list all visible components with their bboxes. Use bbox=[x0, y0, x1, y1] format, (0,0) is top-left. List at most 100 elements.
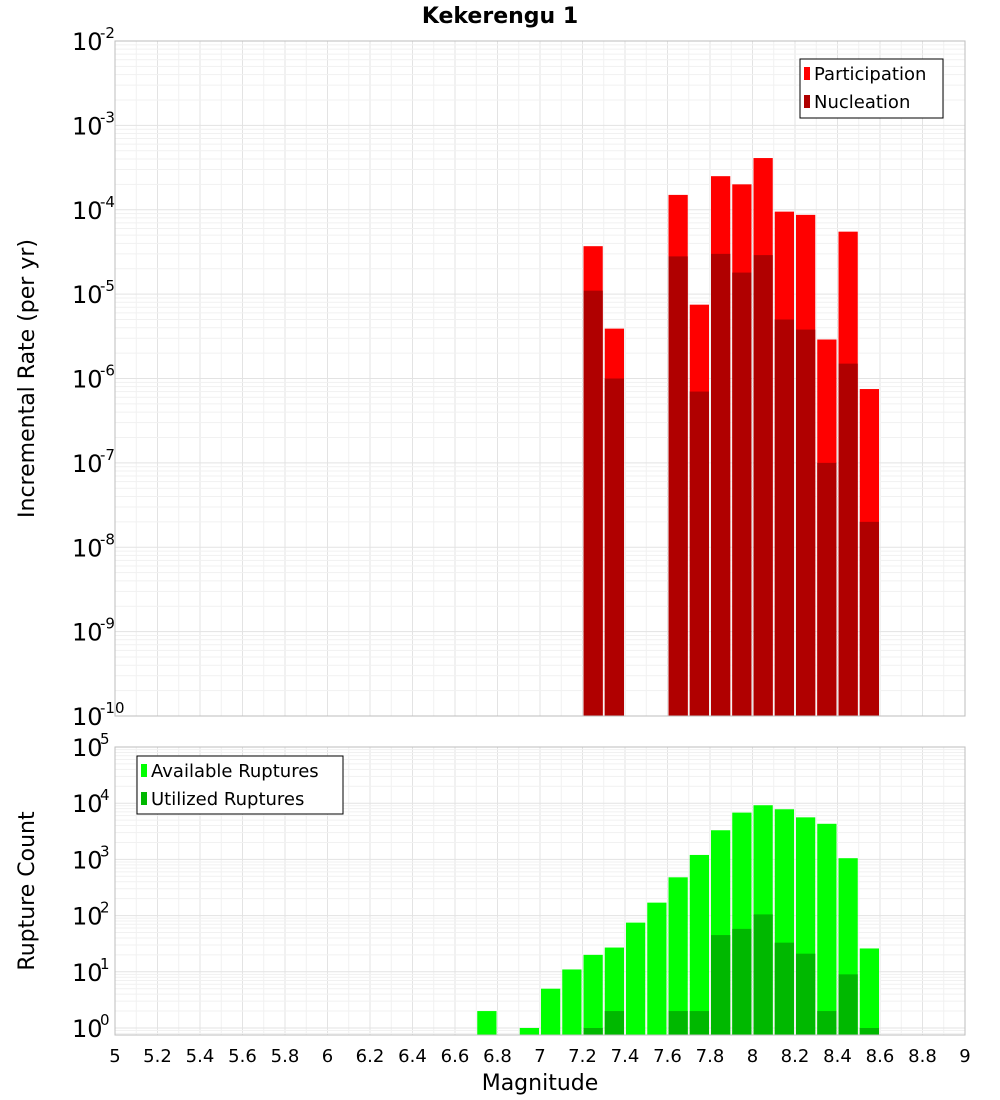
nucleation-bar bbox=[859, 521, 879, 716]
rate-panel-bars bbox=[583, 158, 879, 717]
x-tick-label: 7.4 bbox=[611, 1046, 640, 1067]
available-ruptures-bar bbox=[583, 954, 603, 1035]
x-tick-label: 6.8 bbox=[483, 1046, 512, 1067]
y-tick-exponent: 4 bbox=[100, 786, 110, 804]
y-tick-base: 10 bbox=[72, 281, 103, 309]
x-tick-label: 8.6 bbox=[866, 1046, 895, 1067]
y-tick-label: 102 bbox=[72, 899, 110, 931]
y-tick-base: 10 bbox=[72, 112, 103, 140]
y-tick-label: 10-3 bbox=[72, 108, 115, 140]
x-tick-label: 6 bbox=[322, 1046, 333, 1067]
rate-panel-grid bbox=[114, 40, 966, 717]
y-tick-exponent: -6 bbox=[100, 362, 115, 380]
y-tick-exponent: -10 bbox=[100, 699, 125, 717]
available-ruptures-bar bbox=[562, 969, 582, 1035]
utilized-ruptures-bar bbox=[732, 928, 752, 1035]
available-ruptures-bar bbox=[477, 1011, 497, 1035]
y-tick-label: 10-8 bbox=[72, 530, 115, 562]
utilized-ruptures-bar bbox=[753, 914, 773, 1035]
y-tick-exponent: 3 bbox=[100, 842, 110, 860]
nucleation-bar bbox=[604, 378, 624, 716]
y-tick-label: 10-6 bbox=[72, 362, 115, 394]
x-tick-label: 5.4 bbox=[186, 1046, 215, 1067]
x-tick-label: 8.2 bbox=[781, 1046, 810, 1067]
x-tick-label: 5.6 bbox=[228, 1046, 257, 1067]
y-tick-base: 10 bbox=[72, 734, 103, 762]
rate-legend: Participation Nucleation bbox=[799, 58, 944, 119]
x-tick-label: 8 bbox=[747, 1046, 758, 1067]
nucleation-bar bbox=[583, 290, 603, 716]
y-tick-exponent: 2 bbox=[100, 899, 110, 917]
legend-label: Participation bbox=[814, 64, 926, 85]
legend-swatch bbox=[804, 95, 810, 108]
nucleation-bar bbox=[817, 462, 837, 716]
magnitude-x-ticks: 5 5.2 5.4 5.6 5.8 6 6.2 6.4 6.6 6.8 7 7.2 7.4 7.6 7.8 8… bbox=[109, 1046, 970, 1067]
utilized-ruptures-bar bbox=[817, 1011, 837, 1035]
nucleation-bar bbox=[838, 363, 858, 716]
y-tick-exponent: 0 bbox=[100, 1011, 110, 1029]
x-tick-label: 7.6 bbox=[653, 1046, 682, 1067]
y-tick-label: 10-2 bbox=[72, 24, 115, 56]
y-tick-label: 100 bbox=[72, 1011, 110, 1043]
utilized-ruptures-bar bbox=[796, 953, 816, 1035]
count-legend: Available Ruptures Utilized Ruptures bbox=[136, 755, 344, 815]
utilized-ruptures-bar bbox=[668, 1011, 688, 1035]
rate-panel-frame bbox=[114, 40, 966, 717]
x-tick-label: 7.8 bbox=[696, 1046, 725, 1067]
y-tick-exponent: -9 bbox=[100, 615, 115, 633]
utilized-ruptures-bar bbox=[711, 935, 731, 1035]
rate-y-axis-label: Incremental Rate (per yr) bbox=[15, 239, 40, 518]
y-tick-exponent: -5 bbox=[100, 277, 115, 295]
nucleation-bar bbox=[796, 329, 816, 716]
y-tick-exponent: -8 bbox=[100, 530, 115, 548]
x-tick-label: 6.4 bbox=[398, 1046, 427, 1067]
available-ruptures-bar bbox=[541, 988, 561, 1035]
utilized-ruptures-bar bbox=[774, 942, 794, 1035]
x-tick-label: 6.6 bbox=[441, 1046, 470, 1067]
x-tick-label: 7 bbox=[534, 1046, 545, 1067]
nucleation-bar bbox=[774, 319, 794, 716]
utilized-ruptures-bar bbox=[689, 1011, 709, 1035]
y-tick-base: 10 bbox=[72, 366, 103, 394]
chart-title: Kekerengu 1 bbox=[422, 4, 578, 29]
x-tick-label: 9 bbox=[959, 1046, 970, 1067]
y-tick-base: 10 bbox=[72, 450, 103, 478]
y-tick-exponent: 5 bbox=[100, 730, 110, 748]
y-tick-exponent: 1 bbox=[100, 955, 110, 973]
legend-label: Available Ruptures bbox=[151, 761, 319, 782]
count-panel-frame bbox=[114, 746, 966, 1036]
y-tick-base: 10 bbox=[72, 703, 103, 731]
y-tick-base: 10 bbox=[72, 790, 103, 818]
y-tick-exponent: -4 bbox=[100, 193, 115, 211]
y-tick-base: 10 bbox=[72, 1015, 103, 1043]
utilized-ruptures-bar bbox=[604, 1011, 624, 1035]
legend-swatch bbox=[804, 67, 810, 80]
y-tick-base: 10 bbox=[72, 28, 103, 56]
legend-label: Utilized Ruptures bbox=[151, 789, 304, 810]
y-tick-label: 10-4 bbox=[72, 193, 115, 225]
available-ruptures-bar bbox=[689, 854, 709, 1035]
y-tick-base: 10 bbox=[72, 197, 103, 225]
y-tick-label: 10-10 bbox=[72, 699, 125, 731]
x-tick-label: 5 bbox=[109, 1046, 120, 1067]
nucleation-bar bbox=[668, 256, 688, 716]
y-tick-label: 105 bbox=[72, 730, 110, 762]
y-tick-label: 10-5 bbox=[72, 277, 115, 309]
utilized-ruptures-bar bbox=[838, 974, 858, 1035]
count-panel-grid bbox=[114, 746, 966, 1035]
available-ruptures-bar bbox=[859, 948, 879, 1035]
available-ruptures-bar bbox=[817, 823, 837, 1035]
x-tick-label: 5.8 bbox=[271, 1046, 300, 1067]
count-y-axis-label: Rupture Count bbox=[15, 811, 40, 971]
x-tick-label: 8.4 bbox=[823, 1046, 852, 1067]
available-ruptures-bar bbox=[668, 877, 688, 1035]
utilized-ruptures-bar bbox=[583, 1027, 603, 1035]
y-tick-base: 10 bbox=[72, 619, 103, 647]
y-tick-label: 10-7 bbox=[72, 446, 115, 478]
x-tick-label: 7.2 bbox=[568, 1046, 597, 1067]
